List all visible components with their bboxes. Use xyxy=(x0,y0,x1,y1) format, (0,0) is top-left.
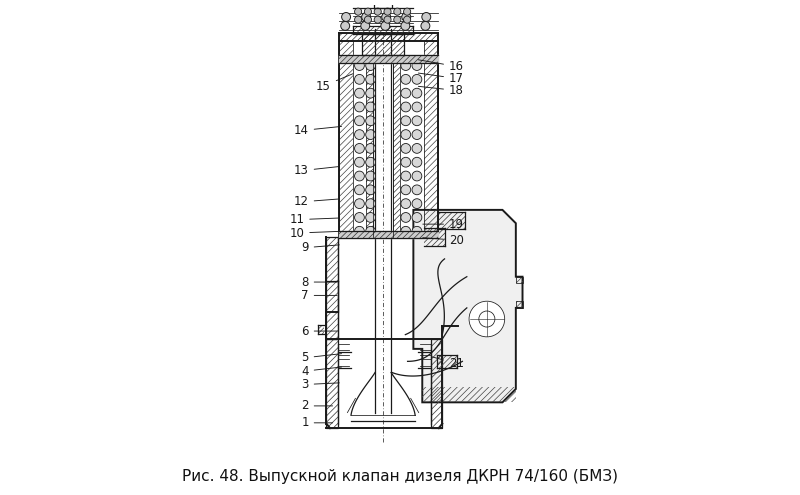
Circle shape xyxy=(354,74,364,84)
Circle shape xyxy=(401,198,410,208)
Circle shape xyxy=(374,16,382,23)
Circle shape xyxy=(362,12,370,21)
Circle shape xyxy=(354,198,364,208)
Text: 7: 7 xyxy=(301,289,337,302)
Circle shape xyxy=(401,157,410,167)
Circle shape xyxy=(361,21,370,30)
Circle shape xyxy=(354,88,364,98)
Circle shape xyxy=(384,8,391,15)
Circle shape xyxy=(366,116,375,126)
Circle shape xyxy=(354,16,362,23)
Circle shape xyxy=(354,144,364,153)
Circle shape xyxy=(412,74,422,84)
Circle shape xyxy=(412,88,422,98)
Circle shape xyxy=(412,130,422,140)
Circle shape xyxy=(354,130,364,140)
Circle shape xyxy=(412,157,422,167)
Circle shape xyxy=(401,226,410,236)
Circle shape xyxy=(412,198,422,208)
Circle shape xyxy=(354,8,362,15)
Circle shape xyxy=(412,171,422,181)
Text: 13: 13 xyxy=(294,164,339,177)
Circle shape xyxy=(374,8,382,15)
Circle shape xyxy=(354,60,364,70)
Circle shape xyxy=(401,21,410,30)
Circle shape xyxy=(401,144,410,153)
Circle shape xyxy=(401,130,410,140)
Circle shape xyxy=(366,226,375,236)
Circle shape xyxy=(364,8,371,15)
Circle shape xyxy=(403,16,410,23)
Circle shape xyxy=(421,21,430,30)
Circle shape xyxy=(366,212,375,222)
Circle shape xyxy=(401,88,410,98)
Circle shape xyxy=(422,12,430,21)
Text: 18: 18 xyxy=(418,84,464,97)
Circle shape xyxy=(364,16,371,23)
Circle shape xyxy=(382,12,390,21)
Circle shape xyxy=(401,185,410,195)
Circle shape xyxy=(366,60,375,70)
Circle shape xyxy=(401,102,410,112)
Circle shape xyxy=(366,198,375,208)
Text: 8: 8 xyxy=(302,276,337,289)
Circle shape xyxy=(366,171,375,181)
Text: Рис. 48. Выпускной клапан дизеля ДКРН 74/160 (БМЗ): Рис. 48. Выпускной клапан дизеля ДКРН 74… xyxy=(182,469,618,484)
Text: 14: 14 xyxy=(294,124,342,137)
Circle shape xyxy=(366,157,375,167)
Circle shape xyxy=(412,60,422,70)
Circle shape xyxy=(354,171,364,181)
Circle shape xyxy=(412,185,422,195)
Text: 2: 2 xyxy=(301,399,333,412)
Text: 10: 10 xyxy=(290,227,339,240)
Circle shape xyxy=(469,301,505,337)
Circle shape xyxy=(401,116,410,126)
Text: 17: 17 xyxy=(418,72,464,85)
Polygon shape xyxy=(414,210,522,402)
Circle shape xyxy=(412,102,422,112)
Text: 20: 20 xyxy=(423,234,464,247)
Text: 21: 21 xyxy=(432,357,464,370)
Text: 11: 11 xyxy=(290,213,339,226)
Circle shape xyxy=(354,157,364,167)
Text: 6: 6 xyxy=(301,325,337,338)
Circle shape xyxy=(412,144,422,153)
Circle shape xyxy=(381,21,390,30)
Circle shape xyxy=(366,74,375,84)
Circle shape xyxy=(354,116,364,126)
Circle shape xyxy=(354,185,364,195)
Text: 4: 4 xyxy=(301,365,342,378)
Circle shape xyxy=(394,16,401,23)
Circle shape xyxy=(412,212,422,222)
Text: 9: 9 xyxy=(301,241,339,254)
Text: 16: 16 xyxy=(418,60,464,73)
Text: 3: 3 xyxy=(302,378,339,391)
Text: 15: 15 xyxy=(316,74,353,93)
Circle shape xyxy=(401,60,410,70)
Text: 12: 12 xyxy=(294,196,339,208)
Circle shape xyxy=(412,226,422,236)
Circle shape xyxy=(366,130,375,140)
Circle shape xyxy=(342,12,350,21)
Circle shape xyxy=(366,88,375,98)
Circle shape xyxy=(384,16,391,23)
Circle shape xyxy=(354,102,364,112)
Circle shape xyxy=(366,144,375,153)
Circle shape xyxy=(341,21,350,30)
Circle shape xyxy=(401,212,410,222)
Circle shape xyxy=(366,185,375,195)
Text: 19: 19 xyxy=(423,218,464,231)
Circle shape xyxy=(394,8,401,15)
Circle shape xyxy=(366,102,375,112)
Circle shape xyxy=(354,212,364,222)
Circle shape xyxy=(401,74,410,84)
Circle shape xyxy=(403,8,410,15)
Text: 1: 1 xyxy=(301,416,333,429)
Circle shape xyxy=(401,171,410,181)
Circle shape xyxy=(402,12,410,21)
Circle shape xyxy=(354,226,364,236)
Circle shape xyxy=(412,116,422,126)
Text: 5: 5 xyxy=(302,351,342,364)
